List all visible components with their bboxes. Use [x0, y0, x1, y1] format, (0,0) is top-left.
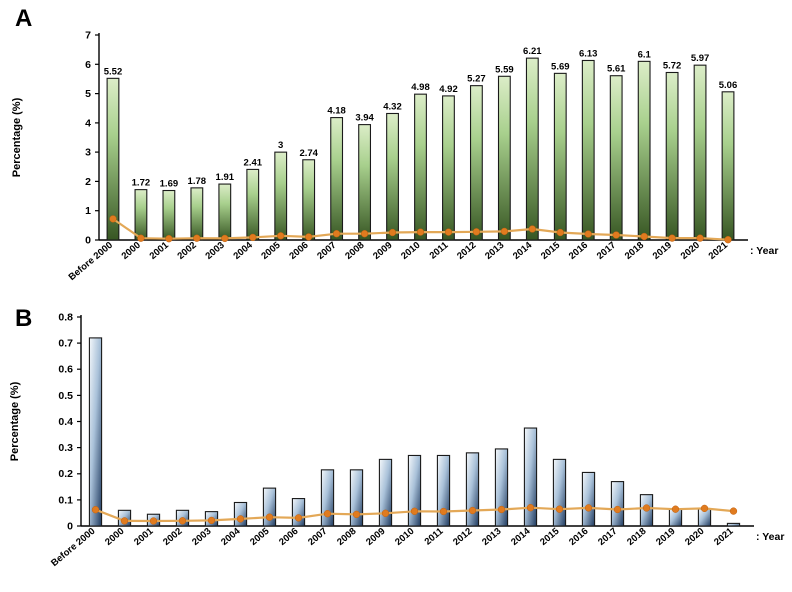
- svg-text:5: 5: [85, 88, 91, 100]
- svg-text:2013: 2013: [480, 526, 503, 548]
- svg-text:0.4: 0.4: [58, 416, 73, 428]
- svg-text:: Year: : Year: [756, 531, 784, 543]
- svg-text:4.18: 4.18: [327, 106, 346, 117]
- svg-text:2014: 2014: [509, 525, 533, 547]
- svg-text:0: 0: [67, 521, 73, 533]
- svg-text:2017: 2017: [595, 240, 618, 262]
- svg-text:6.1: 6.1: [638, 49, 652, 60]
- svg-text:2016: 2016: [567, 240, 590, 262]
- svg-text:0.8: 0.8: [58, 312, 73, 324]
- svg-text:4.98: 4.98: [411, 82, 430, 93]
- svg-text:4: 4: [85, 117, 91, 129]
- svg-text:2017: 2017: [596, 526, 619, 548]
- svg-text:5.97: 5.97: [691, 53, 710, 64]
- svg-text:2015: 2015: [539, 239, 563, 261]
- svg-text:0.3: 0.3: [58, 442, 73, 454]
- svg-text:2006: 2006: [287, 240, 310, 262]
- svg-text:6: 6: [85, 59, 91, 71]
- svg-text:5.52: 5.52: [104, 66, 123, 77]
- svg-text:2021: 2021: [712, 525, 736, 547]
- svg-text:2005: 2005: [259, 239, 283, 261]
- svg-text:2014: 2014: [511, 239, 535, 261]
- svg-text:2016: 2016: [567, 526, 590, 548]
- svg-text:6.13: 6.13: [579, 49, 598, 60]
- svg-text:2019: 2019: [651, 240, 674, 262]
- svg-text:3: 3: [278, 140, 283, 151]
- svg-text:2011: 2011: [428, 239, 451, 261]
- svg-text:2012: 2012: [455, 240, 478, 262]
- svg-text:2012: 2012: [451, 526, 474, 548]
- svg-text:0.7: 0.7: [58, 338, 73, 350]
- svg-text:0.1: 0.1: [58, 494, 73, 506]
- svg-text:7: 7: [85, 30, 91, 42]
- svg-text:0.5: 0.5: [58, 390, 73, 402]
- svg-text:2000: 2000: [103, 526, 126, 548]
- svg-text:1.69: 1.69: [160, 179, 179, 190]
- svg-text:2001: 2001: [132, 525, 156, 547]
- svg-text:4.32: 4.32: [383, 102, 402, 113]
- svg-text:2020: 2020: [683, 526, 706, 548]
- svg-text:2018: 2018: [625, 526, 648, 548]
- svg-text:: Year: : Year: [750, 245, 778, 257]
- svg-text:2013: 2013: [483, 240, 506, 262]
- svg-text:2008: 2008: [335, 526, 358, 548]
- svg-text:5.27: 5.27: [467, 74, 486, 85]
- svg-text:5.69: 5.69: [551, 61, 570, 72]
- svg-text:6.21: 6.21: [523, 46, 542, 57]
- svg-text:2002: 2002: [161, 526, 184, 548]
- svg-text:3: 3: [85, 147, 91, 159]
- svg-text:2000: 2000: [120, 240, 143, 262]
- svg-text:1: 1: [85, 205, 91, 217]
- svg-text:Before 2000: Before 2000: [49, 526, 97, 569]
- svg-text:2004: 2004: [219, 525, 243, 547]
- svg-text:4.92: 4.92: [439, 84, 458, 95]
- svg-text:2002: 2002: [175, 240, 198, 262]
- svg-text:2001: 2001: [148, 239, 172, 261]
- svg-text:0.6: 0.6: [58, 364, 73, 376]
- svg-text:A: A: [15, 5, 32, 32]
- svg-text:Percentage (%): Percentage (%): [11, 97, 23, 177]
- svg-text:2003: 2003: [190, 526, 213, 548]
- svg-text:2008: 2008: [343, 240, 366, 262]
- svg-text:2007: 2007: [306, 526, 329, 548]
- svg-text:2: 2: [85, 176, 91, 188]
- svg-text:1.91: 1.91: [216, 172, 235, 183]
- svg-text:2015: 2015: [538, 525, 562, 547]
- svg-text:5.06: 5.06: [719, 80, 738, 91]
- svg-text:2009: 2009: [371, 240, 394, 262]
- svg-text:2005: 2005: [248, 525, 272, 547]
- svg-text:2010: 2010: [393, 526, 416, 548]
- svg-text:2018: 2018: [623, 240, 646, 262]
- svg-text:0: 0: [85, 235, 91, 247]
- svg-text:2.41: 2.41: [244, 157, 263, 168]
- svg-text:2003: 2003: [203, 240, 226, 262]
- svg-text:5.59: 5.59: [495, 64, 514, 75]
- svg-text:2006: 2006: [277, 526, 300, 548]
- svg-text:2019: 2019: [654, 526, 677, 548]
- svg-text:2020: 2020: [679, 240, 702, 262]
- svg-text:B: B: [15, 305, 32, 332]
- svg-text:2010: 2010: [399, 240, 422, 262]
- svg-text:1.78: 1.78: [188, 176, 207, 187]
- svg-text:2011: 2011: [423, 525, 446, 547]
- svg-text:2.74: 2.74: [299, 148, 318, 159]
- svg-text:2007: 2007: [315, 240, 338, 262]
- svg-text:0.2: 0.2: [58, 468, 73, 480]
- svg-text:3.94: 3.94: [355, 113, 374, 124]
- svg-text:5.61: 5.61: [607, 64, 626, 75]
- svg-text:2009: 2009: [364, 526, 387, 548]
- svg-text:2004: 2004: [231, 239, 255, 261]
- svg-text:Percentage (%): Percentage (%): [9, 381, 21, 461]
- svg-text:1.72: 1.72: [132, 178, 151, 189]
- svg-text:5.72: 5.72: [663, 61, 682, 72]
